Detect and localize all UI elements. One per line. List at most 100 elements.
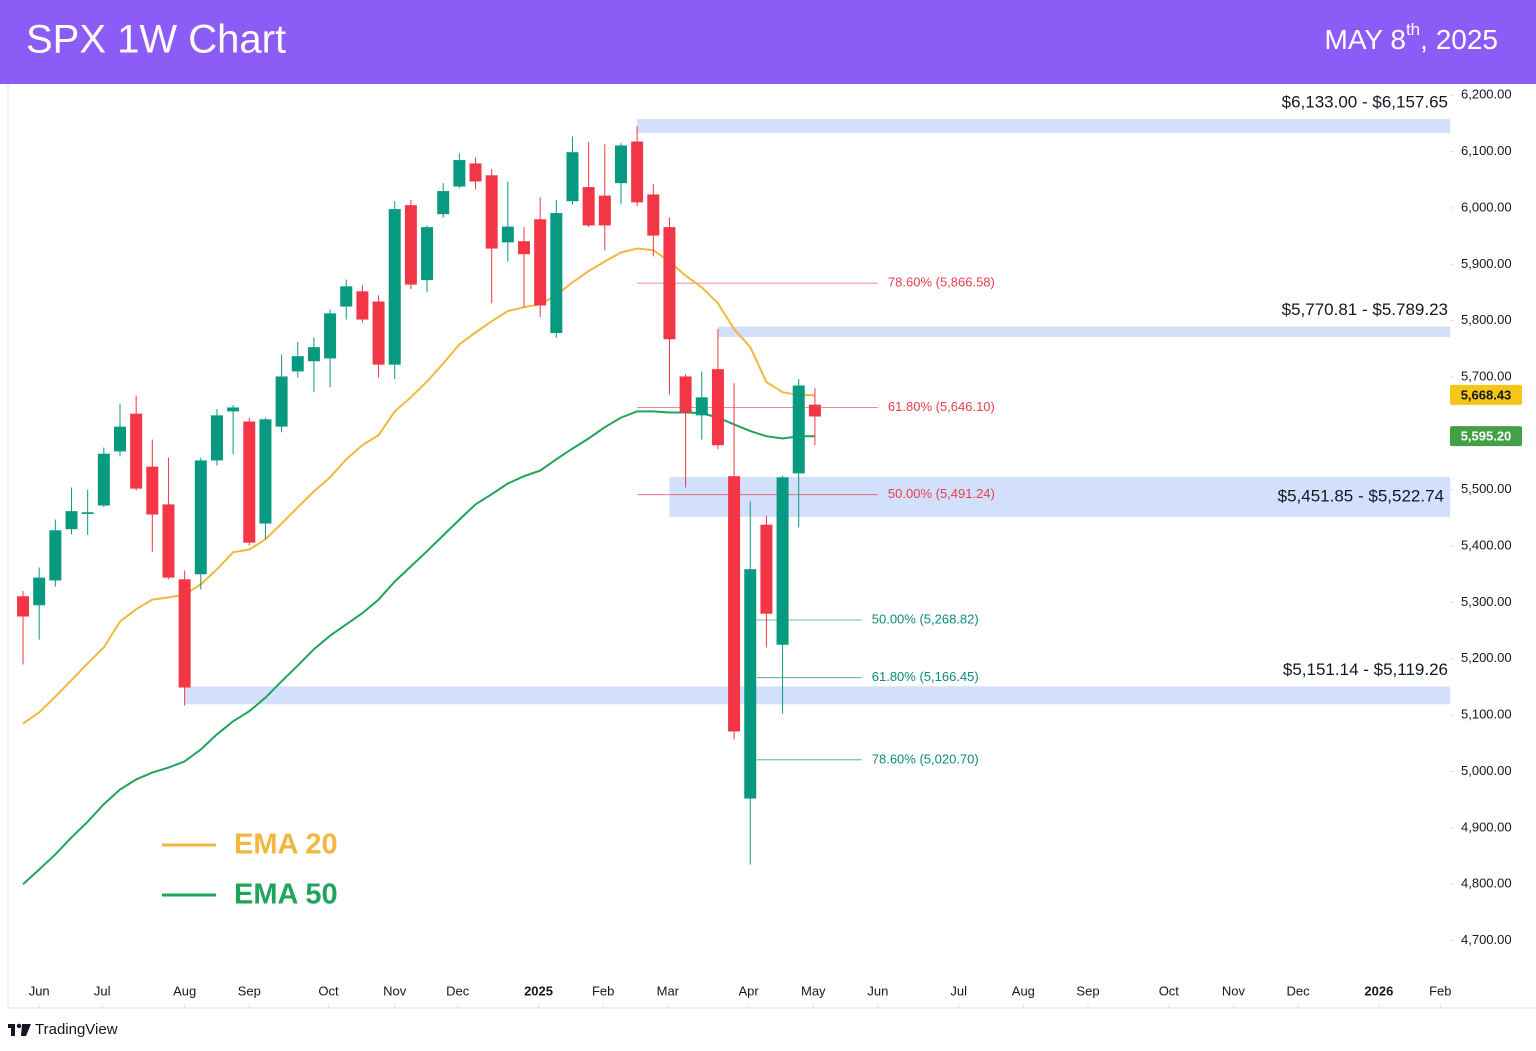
candle-body bbox=[679, 376, 692, 413]
candle-body bbox=[711, 369, 724, 446]
brand: TradingView bbox=[8, 1021, 118, 1038]
zone bbox=[637, 119, 1450, 134]
candle-body bbox=[243, 421, 256, 543]
y-tick-label: 5,000.00 bbox=[1461, 763, 1512, 778]
candle-body bbox=[130, 413, 143, 489]
x-tick-label: Jul bbox=[950, 983, 967, 998]
zone bbox=[184, 686, 1451, 705]
candle-body bbox=[65, 511, 78, 530]
candle-body bbox=[647, 194, 660, 236]
ema-line bbox=[22, 247, 815, 725]
x-tick-label: 2026 bbox=[1364, 983, 1393, 998]
y-tick-label: 4,900.00 bbox=[1461, 819, 1512, 834]
zone-label: $5,151.14 - $5,119.26 bbox=[1283, 660, 1448, 679]
y-tick-label: 6,200.00 bbox=[1461, 87, 1512, 102]
fib-label: 61.80% (5,646.10) bbox=[888, 399, 995, 414]
logo-part bbox=[11, 1024, 15, 1036]
candle-body bbox=[227, 407, 240, 412]
x-tick-label: Sep bbox=[1076, 983, 1099, 998]
candle-body bbox=[17, 596, 30, 617]
legend-label: EMA 20 bbox=[234, 829, 338, 861]
fib-label: 50.00% (5,491.24) bbox=[888, 486, 995, 501]
candle-body bbox=[437, 191, 450, 215]
zone bbox=[669, 476, 1450, 517]
x-tick-label: Nov bbox=[1222, 983, 1246, 998]
candle-body bbox=[631, 141, 644, 203]
price-label: 5,668.43 bbox=[1461, 387, 1512, 402]
candle-body bbox=[760, 524, 773, 614]
y-tick-label: 6,000.00 bbox=[1461, 199, 1512, 214]
candle-body bbox=[534, 219, 547, 306]
candle-body bbox=[550, 213, 563, 334]
candle-body bbox=[421, 227, 434, 281]
candle-body bbox=[695, 397, 708, 416]
y-tick-label: 4,800.00 bbox=[1461, 876, 1512, 891]
y-tick-label: 5,700.00 bbox=[1461, 368, 1512, 383]
candle-body bbox=[404, 205, 417, 285]
x-tick-label: Sep bbox=[238, 983, 261, 998]
date: MAY 8th, 2025 bbox=[1325, 20, 1499, 55]
x-tick-label: 2025 bbox=[524, 983, 553, 998]
x-tick-label: Apr bbox=[739, 983, 760, 998]
x-tick-label: Aug bbox=[1012, 983, 1035, 998]
candle-body bbox=[808, 404, 821, 417]
candle-body bbox=[372, 301, 385, 365]
y-tick-label: 5,900.00 bbox=[1461, 256, 1512, 271]
candle-body bbox=[113, 426, 126, 452]
candle-body bbox=[324, 313, 337, 359]
y-tick-label: 5,200.00 bbox=[1461, 650, 1512, 665]
x-tick-label: Jun bbox=[867, 983, 888, 998]
candle-body bbox=[210, 415, 223, 461]
candle-body bbox=[518, 241, 531, 255]
logo-part bbox=[16, 1023, 22, 1029]
x-tick-label: Mar bbox=[657, 983, 680, 998]
candle-body bbox=[291, 356, 304, 372]
date-year: , 2025 bbox=[1420, 24, 1498, 55]
zone-label: $5,770.81 - $5.789.23 bbox=[1282, 300, 1448, 319]
logo-part bbox=[21, 1024, 31, 1036]
x-tick-label: Oct bbox=[318, 983, 339, 998]
y-tick-label: 5,400.00 bbox=[1461, 538, 1512, 553]
candle-body bbox=[582, 187, 595, 226]
candle-body bbox=[259, 419, 272, 524]
candle-body bbox=[33, 577, 46, 606]
date-suffix: th bbox=[1406, 20, 1420, 39]
x-tick-label: May bbox=[801, 983, 826, 998]
brand-name: TradingView bbox=[35, 1021, 118, 1038]
candle-body bbox=[388, 209, 401, 365]
candle-body bbox=[485, 175, 498, 249]
candle-body bbox=[598, 195, 611, 226]
candle-body bbox=[356, 291, 369, 320]
x-tick-label: Aug bbox=[173, 983, 196, 998]
candle-body bbox=[744, 569, 757, 799]
price-label-box bbox=[1450, 426, 1522, 447]
candle-body bbox=[97, 453, 110, 506]
zone-label: $5,451.85 - $5,522.74 bbox=[1278, 486, 1444, 505]
candle-body bbox=[194, 460, 207, 575]
y-tick-label: 5,300.00 bbox=[1461, 594, 1512, 609]
fib-label: 78.60% (5,020.70) bbox=[872, 751, 979, 766]
candle-body bbox=[501, 226, 514, 243]
legend-label: EMA 50 bbox=[234, 879, 338, 911]
candle-body bbox=[162, 504, 175, 578]
candle-body bbox=[275, 376, 288, 427]
fib-label: 78.60% (5,866.58) bbox=[888, 275, 995, 290]
x-tick-label: Dec bbox=[446, 983, 470, 998]
y-tick-label: 5,500.00 bbox=[1461, 481, 1512, 496]
y-tick-label: 5,800.00 bbox=[1461, 312, 1512, 327]
candle-body bbox=[728, 476, 741, 732]
date-main: MAY 8 bbox=[1325, 24, 1406, 55]
zone-label: $6,133.00 - $6,157.65 bbox=[1282, 93, 1448, 112]
x-tick-label: Oct bbox=[1159, 983, 1180, 998]
fib-label: 50.00% (5,268.82) bbox=[872, 611, 979, 626]
y-tick-label: 6,100.00 bbox=[1461, 143, 1512, 158]
chart-title: SPX 1W Chart bbox=[26, 18, 286, 62]
zone bbox=[717, 326, 1450, 338]
candle-body bbox=[776, 477, 789, 645]
header-bar bbox=[0, 0, 1536, 84]
candle-body bbox=[178, 579, 191, 688]
x-tick-label: Jul bbox=[94, 983, 111, 998]
x-tick-label: Nov bbox=[383, 983, 407, 998]
candle-body bbox=[49, 530, 62, 581]
